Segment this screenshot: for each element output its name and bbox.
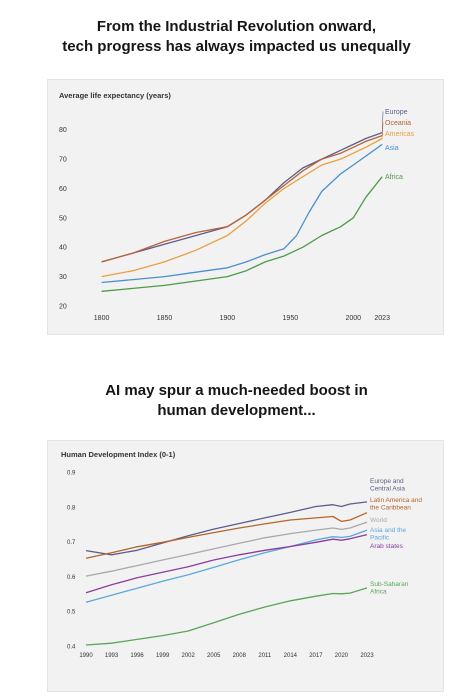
series-line-asia (101, 143, 383, 284)
y-tick-label: 0.4 (67, 645, 76, 651)
hdi-panel: Human Development Index (0-1) 0.4 0.5 0.6 0.… (47, 440, 444, 692)
series-label-sub-saharan-africa: Sub-Saharan Africa (370, 581, 409, 596)
x-tick-label: 1996 (130, 653, 144, 659)
label-leader-oceania (381, 122, 384, 136)
series-line-latin-america-and-the-caribbean (85, 512, 368, 559)
x-tick-label: 2005 (207, 653, 221, 659)
series-line-europe (101, 131, 383, 263)
x-tick-label: 2020 (335, 653, 349, 659)
y-tick-label: 0.6 (67, 575, 76, 581)
y-tick-label: 0.5 (67, 610, 76, 616)
series-line-americas (101, 137, 383, 278)
label-leader-americas (381, 133, 384, 139)
y-tick-label: 30 (59, 274, 67, 281)
x-tick-label: 2014 (284, 653, 298, 659)
x-tick-label: 2000 (345, 315, 361, 322)
series-label-americas: Americas (385, 131, 415, 138)
y-tick-label: 40 (59, 245, 67, 252)
headline-bottom-line1: AI may spur a much-needed boost in (105, 382, 368, 399)
y-tick-label: 20 (59, 304, 67, 311)
x-tick-label: 1950 (283, 315, 299, 322)
series-label-europe-and-central-asia: Europe and Central Asia (370, 478, 405, 493)
y-tick-label: 0.7 (67, 540, 76, 546)
series-line-europe-and-central-asia (85, 501, 368, 556)
headline-bottom-line2: human development... (157, 402, 316, 419)
x-tick-label: 2017 (309, 653, 323, 659)
y-tick-label: 60 (59, 186, 67, 193)
x-tick-label: 2023 (360, 653, 374, 659)
series-label-asia-and-the-pacific: Asia and the Pacific (370, 527, 407, 542)
x-tick-label: 2008 (233, 653, 247, 659)
y-tick-label: 50 (59, 215, 67, 222)
headline-bottom: AI may spur a much-needed boost in human… (0, 381, 473, 421)
series-line-asia-and-the-pacific (85, 529, 368, 603)
y-tick-label: 0.8 (67, 505, 76, 511)
y-tick-label: 0.9 (67, 471, 76, 477)
hdi-chart: Human Development Index (0-1) 0.4 0.5 0.6 0.… (61, 450, 422, 659)
life-expectancy-panel: Average life expectancy (years) 20 30 40 50 6… (47, 79, 444, 335)
x-tick-label: 1990 (79, 653, 93, 659)
x-tick-label: 1800 (94, 315, 110, 322)
series-label-arab-states: Arab states (370, 543, 404, 550)
headline-top-line2: tech progress has always impacted us une… (62, 38, 411, 55)
y-tick-label: 80 (59, 127, 67, 134)
series-label-world: World (370, 517, 387, 524)
x-tick-label: 1993 (105, 653, 119, 659)
life-expectancy-chart: Average life expectancy (years) 20 30 40 50 6… (59, 91, 415, 322)
series-label-oceania: Oceania (385, 120, 411, 127)
series-label-latin-america-and-the-caribbean: Latin America and the Caribbean (370, 497, 422, 512)
chart-title: Human Development Index (0-1) (61, 450, 176, 459)
headline-top-line1: From the Industrial Revolution onward, (96, 18, 377, 35)
series-line-arab-states (85, 533, 368, 594)
x-tick-label: 1999 (156, 653, 170, 659)
x-tick-label: 1850 (157, 315, 173, 322)
x-tick-label: 2023 (374, 315, 390, 322)
y-tick-label: 70 (59, 157, 67, 164)
series-label-asia: Asia (385, 145, 399, 152)
series-line-sub-saharan-africa (85, 587, 368, 646)
series-line-world (85, 521, 368, 577)
series-line-africa (101, 176, 383, 292)
series-label-europe: Europe (385, 109, 408, 116)
x-tick-label: 2011 (258, 653, 272, 659)
series-line-oceania (101, 134, 383, 263)
chart-title: Average life expectancy (years) (59, 91, 171, 100)
headline-top: From the Industrial Revolution onward, t… (0, 17, 473, 57)
x-tick-label: 2002 (182, 653, 196, 659)
x-tick-label: 1900 (220, 315, 236, 322)
series-label-africa: Africa (385, 174, 403, 181)
